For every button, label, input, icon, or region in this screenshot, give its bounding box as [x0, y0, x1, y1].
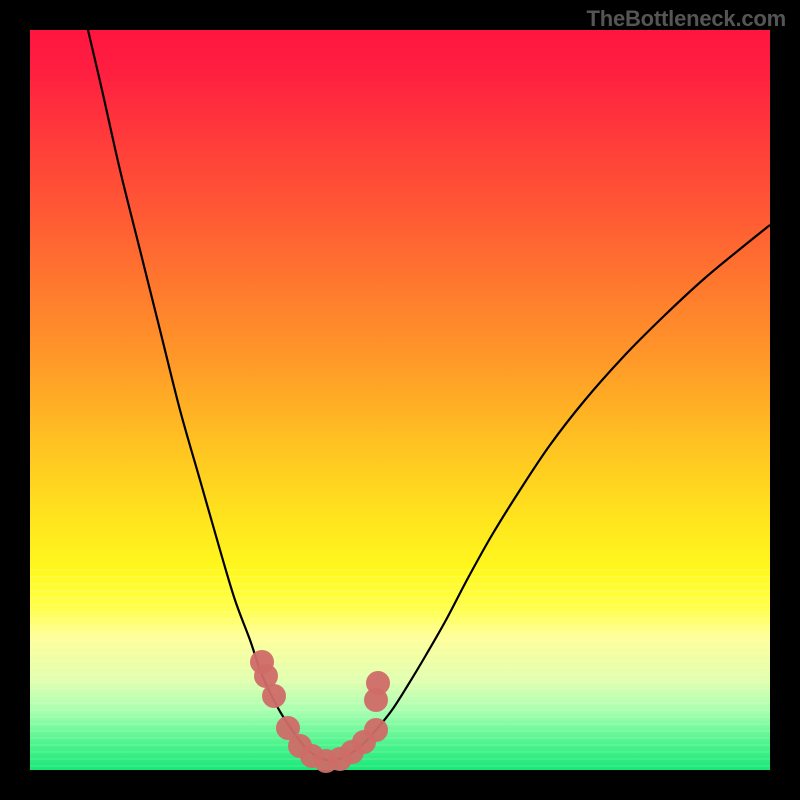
bottleneck-chart: [0, 0, 800, 800]
marker-point: [262, 684, 286, 708]
marker-point: [366, 671, 390, 695]
marker-point: [364, 718, 388, 742]
chart-background-gradient: [30, 30, 770, 770]
watermark-text: TheBottleneck.com: [586, 6, 786, 32]
